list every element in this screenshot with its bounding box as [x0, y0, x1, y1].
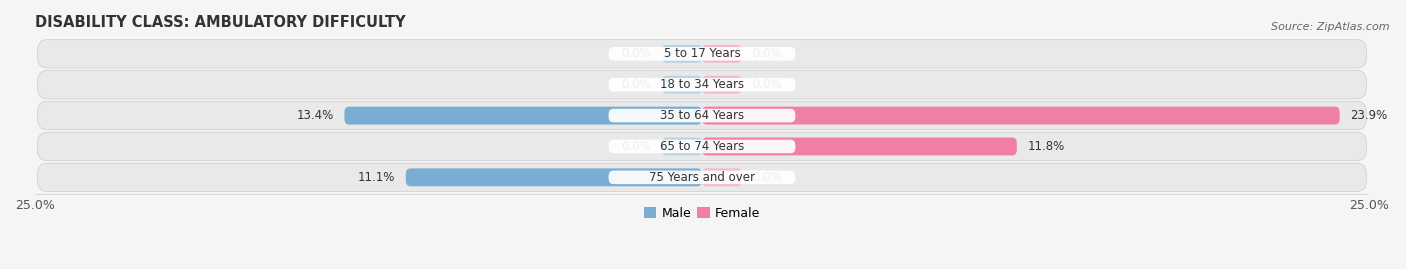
FancyBboxPatch shape — [702, 137, 1017, 155]
Text: 65 to 74 Years: 65 to 74 Years — [659, 140, 744, 153]
FancyBboxPatch shape — [38, 163, 1367, 192]
FancyBboxPatch shape — [702, 168, 742, 186]
Text: 0.0%: 0.0% — [752, 78, 782, 91]
FancyBboxPatch shape — [609, 171, 796, 184]
Text: 13.4%: 13.4% — [297, 109, 333, 122]
Text: 0.0%: 0.0% — [621, 140, 651, 153]
FancyBboxPatch shape — [702, 45, 742, 63]
FancyBboxPatch shape — [344, 107, 702, 125]
FancyBboxPatch shape — [702, 107, 1340, 125]
Text: 35 to 64 Years: 35 to 64 Years — [659, 109, 744, 122]
Text: 11.8%: 11.8% — [1028, 140, 1064, 153]
Text: 23.9%: 23.9% — [1350, 109, 1388, 122]
FancyBboxPatch shape — [662, 76, 702, 94]
FancyBboxPatch shape — [609, 47, 796, 61]
Text: 75 Years and over: 75 Years and over — [650, 171, 755, 184]
FancyBboxPatch shape — [609, 109, 796, 122]
Text: 11.1%: 11.1% — [357, 171, 395, 184]
Text: DISABILITY CLASS: AMBULATORY DIFFICULTY: DISABILITY CLASS: AMBULATORY DIFFICULTY — [35, 15, 405, 30]
FancyBboxPatch shape — [38, 101, 1367, 130]
Text: 0.0%: 0.0% — [621, 47, 651, 60]
FancyBboxPatch shape — [609, 78, 796, 91]
FancyBboxPatch shape — [38, 132, 1367, 161]
FancyBboxPatch shape — [609, 140, 796, 153]
Text: Source: ZipAtlas.com: Source: ZipAtlas.com — [1271, 22, 1389, 31]
Text: 18 to 34 Years: 18 to 34 Years — [659, 78, 744, 91]
Legend: Male, Female: Male, Female — [638, 202, 765, 225]
Text: 5 to 17 Years: 5 to 17 Years — [664, 47, 741, 60]
FancyBboxPatch shape — [702, 76, 742, 94]
Text: 0.0%: 0.0% — [752, 171, 782, 184]
FancyBboxPatch shape — [406, 168, 702, 186]
Text: 0.0%: 0.0% — [752, 47, 782, 60]
Text: 0.0%: 0.0% — [621, 78, 651, 91]
FancyBboxPatch shape — [38, 40, 1367, 68]
FancyBboxPatch shape — [662, 45, 702, 63]
FancyBboxPatch shape — [38, 70, 1367, 99]
FancyBboxPatch shape — [662, 137, 702, 155]
